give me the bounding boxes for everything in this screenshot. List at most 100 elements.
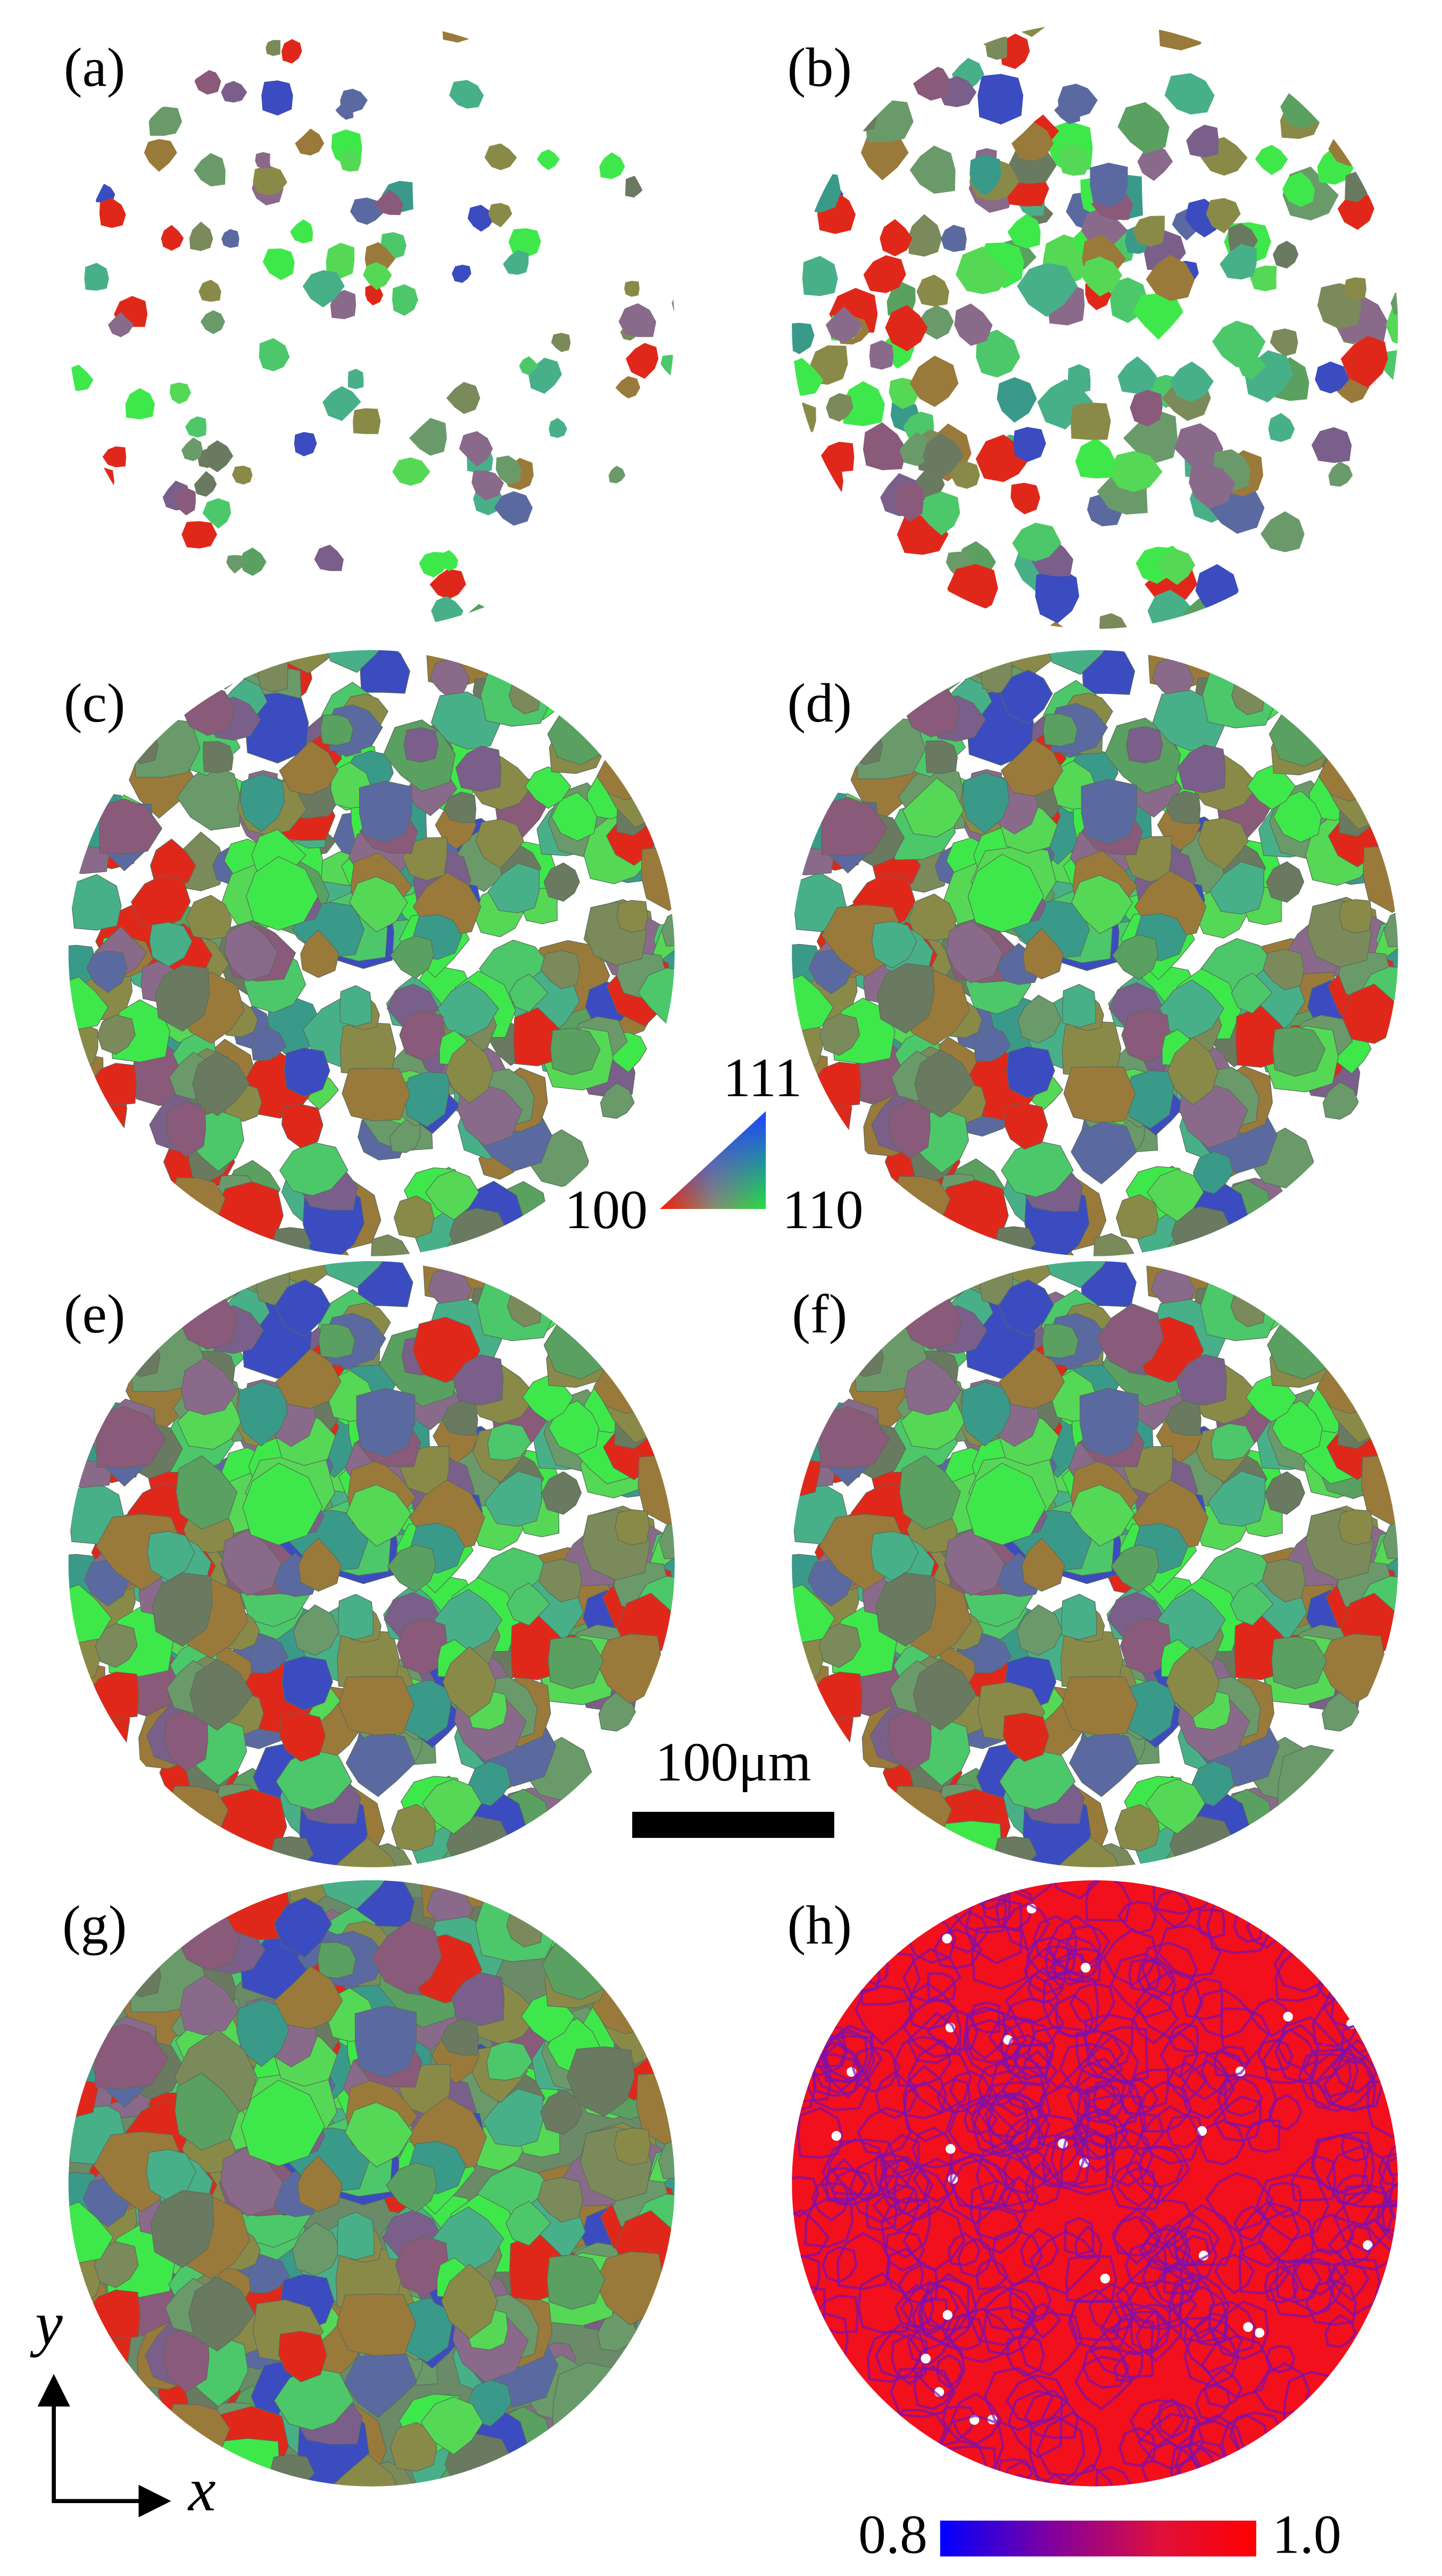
grain — [451, 1972, 505, 2026]
grain — [155, 964, 210, 1032]
grain — [997, 377, 1037, 423]
grain — [467, 204, 495, 232]
grain — [615, 376, 641, 399]
grain-boundary — [1290, 2153, 1337, 2202]
grain — [437, 981, 499, 1038]
grain-boundary — [792, 2209, 830, 2258]
grain — [1022, 1538, 1065, 1592]
grain — [950, 461, 980, 489]
grain — [1277, 1745, 1355, 1832]
grain — [270, 1836, 314, 1868]
grain-boundary — [1322, 2056, 1377, 2113]
grain — [1061, 1594, 1097, 1640]
grain — [68, 976, 109, 1030]
grain — [961, 1381, 1011, 1447]
grain — [537, 2176, 583, 2223]
grain-boundary — [1007, 2389, 1064, 2459]
grain — [998, 1279, 1055, 1337]
grain — [792, 1584, 835, 1643]
grain — [144, 139, 177, 172]
grain-boundary — [1379, 2150, 1398, 2213]
grain-boundary — [1249, 1998, 1294, 2038]
grain-boundary — [947, 2232, 981, 2267]
grain — [186, 894, 232, 940]
grain — [548, 1636, 604, 1689]
grain-boundary — [903, 2080, 955, 2142]
grain — [625, 343, 659, 379]
grain-boundary — [988, 2016, 1035, 2061]
grain — [1261, 511, 1305, 552]
grain — [962, 772, 1010, 834]
grain — [123, 1338, 161, 1377]
grain-boundary — [917, 2284, 971, 2344]
grain — [212, 1181, 284, 1253]
grain — [165, 1101, 206, 1158]
ebsd-map — [792, 1261, 1398, 1868]
grain — [471, 470, 504, 501]
map-base — [792, 1880, 1398, 2487]
colorbar-max: 1.0 — [1272, 2504, 1341, 2565]
grain — [1120, 1618, 1171, 1676]
grain — [1315, 361, 1349, 394]
grain-boundary — [1163, 2213, 1221, 2266]
grain — [1156, 549, 1196, 585]
grain — [281, 1656, 333, 1711]
grain — [349, 876, 408, 933]
void — [921, 2354, 931, 2364]
grain — [956, 246, 1011, 294]
grain-boundary — [911, 2297, 948, 2335]
panel-label: (b) — [788, 37, 852, 98]
grain-boundary — [971, 1925, 1030, 1990]
grain — [1132, 293, 1183, 340]
grain — [255, 152, 271, 169]
grain-boundary — [913, 2365, 955, 2411]
grain — [1170, 361, 1214, 402]
panel-label: (e) — [64, 1283, 126, 1345]
grain-boundary — [811, 2182, 850, 2222]
grain — [181, 521, 218, 549]
grain-boundary — [1233, 2205, 1271, 2242]
grain — [226, 554, 245, 574]
grain — [242, 1462, 323, 1546]
grain-boundary — [908, 1982, 956, 2031]
grain — [392, 457, 430, 486]
grain — [97, 1014, 136, 1055]
grain — [551, 333, 571, 352]
grain — [371, 1234, 411, 1256]
grain-boundary — [1065, 1924, 1110, 1966]
grain-boundary — [1378, 2152, 1398, 2187]
grain — [320, 714, 354, 746]
void — [960, 1895, 970, 1905]
grain — [1013, 427, 1046, 462]
grain — [278, 2331, 327, 2383]
grain — [1272, 241, 1299, 269]
grain-boundary — [1065, 1947, 1101, 1983]
grain-boundary — [1004, 2116, 1045, 2152]
grain — [275, 1348, 342, 1409]
grain — [314, 1880, 397, 1909]
ebsd-map — [792, 650, 1398, 1256]
grain — [1023, 928, 1064, 980]
grain-boundary — [1340, 2131, 1371, 2162]
grain — [1002, 1712, 1049, 1762]
grain-boundary — [874, 2153, 915, 2196]
grain — [847, 1338, 884, 1377]
grain — [907, 214, 942, 257]
grain — [1011, 122, 1054, 161]
grain — [1261, 1559, 1306, 1603]
ebsd-map — [68, 1880, 675, 2487]
grain — [224, 922, 278, 982]
ipf-110: 110 — [782, 1179, 863, 1240]
grain — [403, 727, 439, 763]
panels: (a) (b) (c) (d) (e) (f) (g) (h) — [62, 22, 1398, 2487]
grain — [1207, 1471, 1266, 1527]
grain — [300, 929, 339, 978]
grain — [819, 1406, 890, 1469]
grain-boundary — [803, 2197, 854, 2248]
grain — [1191, 1761, 1234, 1807]
grain — [125, 388, 155, 419]
grain — [1133, 216, 1165, 247]
ebsd-map — [68, 22, 675, 629]
grain-boundary — [1138, 2146, 1184, 2189]
grain-boundary — [1214, 2254, 1255, 2295]
